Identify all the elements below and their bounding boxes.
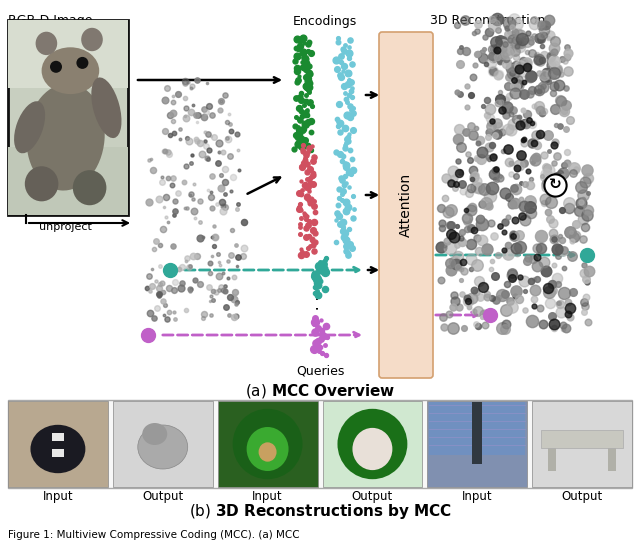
FancyBboxPatch shape [8,400,632,488]
Ellipse shape [31,425,85,473]
Ellipse shape [138,425,188,469]
Ellipse shape [36,32,57,55]
FancyBboxPatch shape [8,20,128,88]
Ellipse shape [233,409,303,479]
Ellipse shape [92,77,122,138]
FancyBboxPatch shape [8,20,128,215]
Text: Queries: Queries [296,364,344,377]
Ellipse shape [73,170,106,205]
Ellipse shape [353,428,392,470]
Text: Attention: Attention [399,173,413,237]
Text: Input: Input [252,490,283,503]
Text: ↻: ↻ [548,177,561,193]
FancyBboxPatch shape [52,449,64,457]
Text: Input: Input [462,490,493,503]
Circle shape [50,61,62,73]
Text: Figure 1: Multiview Compressive Coding (MCC). (a) MCC: Figure 1: Multiview Compressive Coding (… [8,530,300,540]
FancyBboxPatch shape [52,433,64,441]
FancyBboxPatch shape [532,401,632,487]
FancyBboxPatch shape [541,430,623,448]
FancyBboxPatch shape [113,401,212,487]
Text: · · ·: · · · [312,296,328,320]
FancyBboxPatch shape [548,446,556,471]
Ellipse shape [26,83,105,190]
Text: (a) $\bf{MCC\ Overview}$: (a) $\bf{MCC\ Overview}$ [244,382,396,400]
Ellipse shape [81,28,103,51]
Ellipse shape [42,47,99,94]
Circle shape [76,57,88,69]
Text: Encodings: Encodings [293,15,357,28]
FancyBboxPatch shape [379,32,433,378]
FancyBboxPatch shape [428,401,527,487]
FancyBboxPatch shape [8,401,108,487]
Ellipse shape [259,442,276,462]
Ellipse shape [14,101,45,153]
FancyBboxPatch shape [323,401,422,487]
Text: (b) $\bf{3D\ Reconstructions\ by\ MCC}$: (b) $\bf{3D\ Reconstructions\ by\ MCC}$ [189,502,451,521]
Ellipse shape [25,166,58,201]
Text: Output: Output [352,490,393,503]
FancyBboxPatch shape [429,402,525,455]
FancyBboxPatch shape [218,401,317,487]
Text: Output: Output [561,490,603,503]
Text: RGB-D Image: RGB-D Image [8,14,93,27]
Text: Output: Output [142,490,184,503]
Text: unproject: unproject [39,222,92,232]
Ellipse shape [142,423,167,445]
Text: Input: Input [43,490,73,503]
Ellipse shape [337,409,407,479]
FancyBboxPatch shape [8,147,128,215]
Ellipse shape [246,427,289,471]
FancyBboxPatch shape [608,446,616,471]
Text: 3D Reconstruction: 3D Reconstruction [430,14,545,27]
FancyBboxPatch shape [472,402,483,463]
